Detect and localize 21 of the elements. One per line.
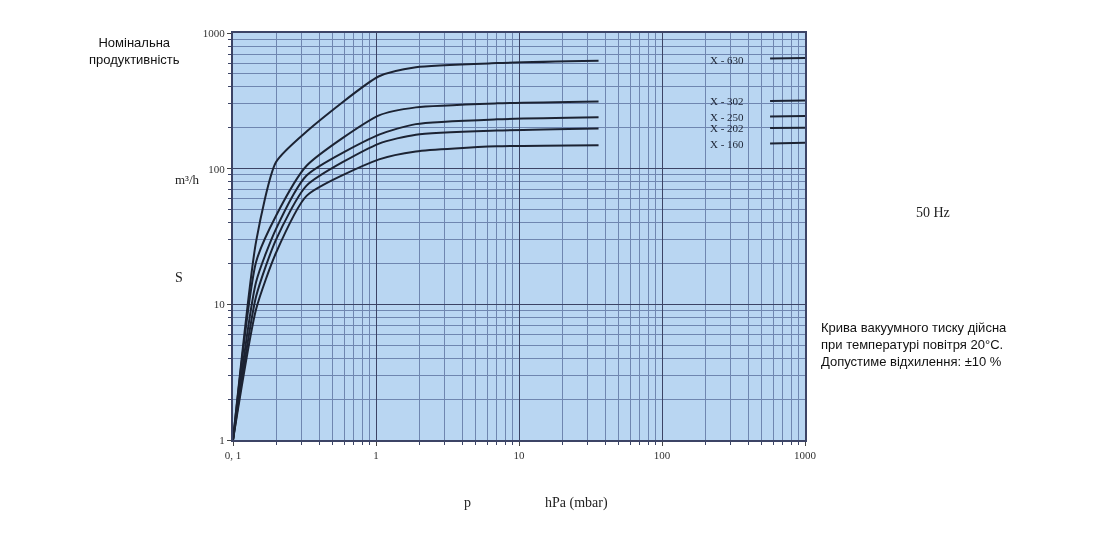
- text: X - 250: [710, 111, 745, 123]
- text: X - 202: [710, 122, 744, 134]
- y-tick-label: 1000: [202, 26, 226, 39]
- x-tick-label: 0, 1: [224, 449, 242, 462]
- y-tick-label: 100: [208, 162, 226, 175]
- text: 50 Hz: [916, 205, 950, 220]
- text: X - 160: [710, 138, 745, 150]
- y-axis-title: m³/h: [175, 172, 200, 187]
- text: X - 302: [710, 95, 744, 107]
- text: p: [464, 495, 471, 510]
- y-tick-label: 10: [213, 298, 226, 311]
- text: Крива вакуумного тиску дійсна при температурі повітря 20°C. Допустиме відхилення: ±10 %: [821, 320, 1008, 369]
- text: S: [175, 270, 183, 285]
- text: X - 630: [710, 54, 745, 66]
- y-tick-label: 1: [219, 433, 225, 446]
- x-tick-label: 100: [653, 449, 671, 462]
- x-tick-label: 10: [513, 449, 525, 462]
- x-axis-title: hPa (mbar): [545, 495, 608, 511]
- x-tick-label: 1000: [794, 449, 817, 462]
- x-tick-label: 1: [373, 449, 379, 462]
- text: Номінальна продуктивність: [89, 35, 180, 67]
